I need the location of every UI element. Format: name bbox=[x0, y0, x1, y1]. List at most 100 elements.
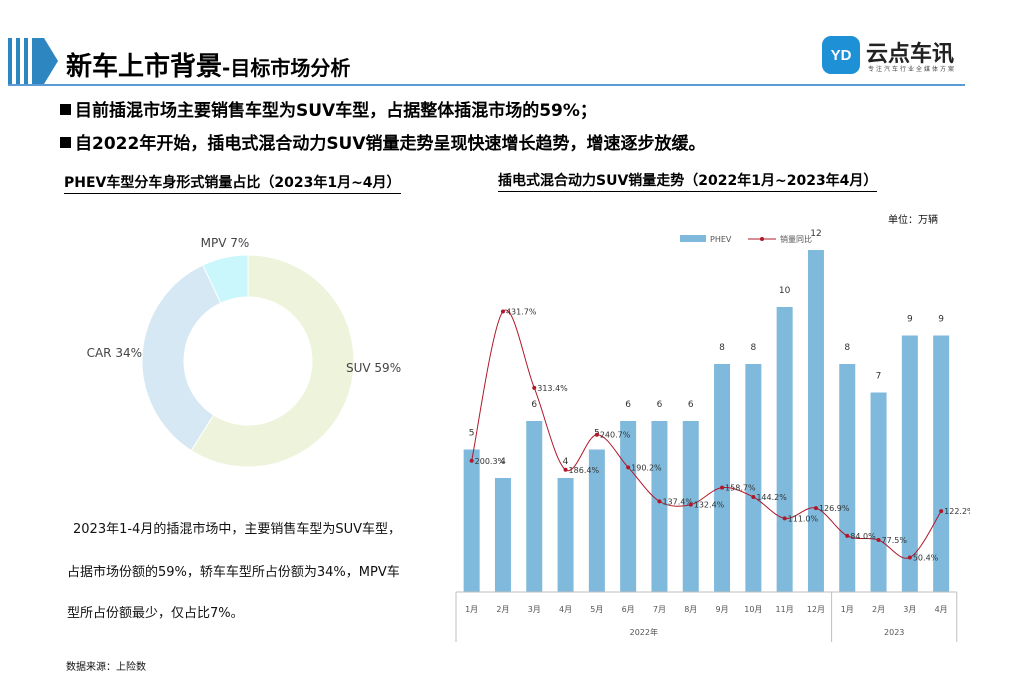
donut-slice-car bbox=[141, 264, 222, 452]
bar-value-label: 8 bbox=[719, 343, 725, 353]
x-tick-label: 1月 bbox=[841, 605, 854, 614]
brand-logo-tagline: 专注汽车行业全媒体方案 bbox=[868, 66, 957, 73]
yoy-point-7 bbox=[657, 499, 662, 504]
legend-bar-swatch bbox=[680, 235, 706, 242]
bar-phev-1 bbox=[463, 449, 480, 592]
yoy-value-label: 84.0% bbox=[850, 532, 876, 541]
donut-slice-suv bbox=[190, 254, 355, 468]
suv-sales-trend-chart: PHEV销量同比5464566688101287991月2月3月4月5月6月7月… bbox=[455, 229, 970, 642]
bar-value-label: 9 bbox=[938, 315, 944, 325]
bar-value-label: 9 bbox=[907, 315, 913, 325]
yoy-point-6 bbox=[626, 465, 631, 470]
legend-line-marker bbox=[760, 237, 764, 241]
x-tick-label: 1月 bbox=[465, 605, 478, 614]
x-group-label: 2022年 bbox=[630, 627, 658, 637]
bar-value-label: 5 bbox=[469, 429, 475, 439]
yoy-point-12 bbox=[813, 506, 818, 511]
yoy-value-label: 122.2% bbox=[944, 507, 970, 516]
x-tick-label: 10月 bbox=[744, 605, 762, 614]
donut-slice-mpv bbox=[202, 254, 249, 304]
yoy-point-10 bbox=[751, 494, 756, 499]
x-tick-label: 6月 bbox=[622, 605, 635, 614]
yoy-value-label: 240.7% bbox=[600, 431, 631, 440]
donut-chart-heading: PHEV车型分车身形式销量占比（2023年1月~4月） bbox=[64, 172, 401, 194]
page-title-sub: -目标市场分析 bbox=[222, 56, 351, 80]
x-group-label: 2023 bbox=[884, 628, 904, 637]
bullet-point: 自2022年开始，插电式混合动力SUV销量走势呈现快速增长趋势，增速逐步放缓。 bbox=[60, 129, 706, 154]
bar-phev-6 bbox=[620, 421, 637, 592]
body-type-donut-chart: SUV 59% CAR 34% MPV 7% bbox=[87, 236, 401, 468]
bar-value-label: 12 bbox=[810, 229, 821, 239]
yoy-point-9 bbox=[720, 485, 725, 490]
bar-phev-3 bbox=[526, 421, 543, 592]
yoy-value-label: 126.9% bbox=[819, 504, 850, 513]
bar-value-label: 4 bbox=[563, 457, 569, 467]
x-tick-label: 4月 bbox=[559, 605, 572, 614]
analysis-text-line: 型所占份额最少，仅占比7%。 bbox=[67, 606, 244, 621]
yoy-value-label: 200.3% bbox=[475, 457, 506, 466]
yoy-point-4 bbox=[563, 467, 568, 472]
bar-phev-7 bbox=[651, 421, 668, 592]
bar-value-label: 6 bbox=[688, 400, 694, 410]
title-accent-icon bbox=[8, 38, 58, 84]
analysis-text-line: 2023年1-4月的插混市场中，主要销售车型为SUV车型， bbox=[73, 522, 401, 537]
bar-phev-15 bbox=[901, 335, 918, 592]
title-divider bbox=[8, 84, 965, 86]
bullet-square-icon bbox=[60, 104, 71, 115]
x-tick-label: 4月 bbox=[935, 605, 948, 614]
yoy-value-label: 186.4% bbox=[569, 466, 600, 475]
bar-phev-2 bbox=[494, 478, 511, 592]
donut-slice-label: MPV 7% bbox=[201, 236, 250, 250]
yoy-point-14 bbox=[876, 538, 881, 543]
x-tick-label: 2月 bbox=[496, 605, 509, 614]
chart-legend: PHEV 销量同比 bbox=[680, 234, 812, 244]
unit-label: 单位：万辆 bbox=[888, 215, 938, 226]
x-tick-label: 7月 bbox=[653, 605, 666, 614]
bar-phev-4 bbox=[557, 478, 574, 592]
bar-phev-13 bbox=[839, 364, 856, 592]
yoy-value-label: 111.0% bbox=[788, 514, 819, 523]
data-source: 数据来源：上险数 bbox=[66, 662, 146, 673]
legend-label-yoy: 销量同比 bbox=[780, 234, 812, 244]
yoy-value-label: 313.4% bbox=[537, 384, 568, 393]
bar-phev-16 bbox=[933, 335, 950, 592]
yoy-point-3 bbox=[532, 385, 537, 390]
donut-slice-label: CAR 34% bbox=[87, 346, 142, 360]
bar-phev-10 bbox=[745, 364, 762, 592]
yoy-value-label: 431.7% bbox=[506, 308, 537, 317]
yoy-value-label: 144.2% bbox=[756, 493, 787, 502]
bullet-point: 目前插混市场主要销售车型为SUV车型，占据整体插混市场的59%； bbox=[60, 96, 597, 121]
bar-value-label: 10 bbox=[779, 286, 791, 296]
bar-value-label: 6 bbox=[531, 400, 537, 410]
legend-label-phev: PHEV bbox=[710, 235, 732, 244]
yoy-value-label: 132.4% bbox=[694, 501, 725, 510]
page-title-main: 新车上市背景 bbox=[66, 52, 223, 82]
bar-value-label: 6 bbox=[657, 400, 663, 410]
bullet-text: 自2022年开始，插电式混合动力SUV销量走势呈现快速增长趋势，增速逐步放缓。 bbox=[75, 134, 706, 154]
yoy-point-5 bbox=[594, 432, 599, 437]
yoy-value-label: 190.2% bbox=[631, 463, 662, 472]
bar-phev-9 bbox=[714, 364, 731, 592]
x-tick-label: 8月 bbox=[684, 605, 697, 614]
bar-phev-12 bbox=[807, 250, 824, 592]
bar-value-label: 8 bbox=[750, 343, 756, 353]
brand-logo-name: 云点车讯 bbox=[866, 42, 955, 67]
bar-phev-11 bbox=[776, 307, 793, 592]
yoy-point-13 bbox=[845, 533, 850, 538]
bullet-square-icon bbox=[60, 137, 71, 148]
yoy-point-2 bbox=[500, 309, 505, 314]
bar-phev-14 bbox=[870, 392, 887, 592]
yoy-point-16 bbox=[939, 509, 944, 514]
bullet-text: 目前插混市场主要销售车型为SUV车型，占据整体插混市场的59%； bbox=[75, 101, 597, 121]
bar-value-label: 4 bbox=[500, 457, 506, 467]
yoy-point-1 bbox=[469, 458, 474, 463]
yoy-value-label: 137.4% bbox=[662, 497, 693, 506]
analysis-text-line: 占据市场份额的59%，轿车车型所占份额为34%，MPV车 bbox=[67, 565, 400, 580]
brand-logo-mark: YD bbox=[822, 36, 860, 74]
bar-phev-5 bbox=[588, 449, 605, 592]
yoy-point-11 bbox=[782, 516, 787, 521]
bar-value-label: 6 bbox=[625, 400, 631, 410]
donut-slice-label: SUV 59% bbox=[346, 361, 401, 375]
x-tick-label: 3月 bbox=[528, 605, 541, 614]
bar-value-label: 8 bbox=[844, 343, 850, 353]
